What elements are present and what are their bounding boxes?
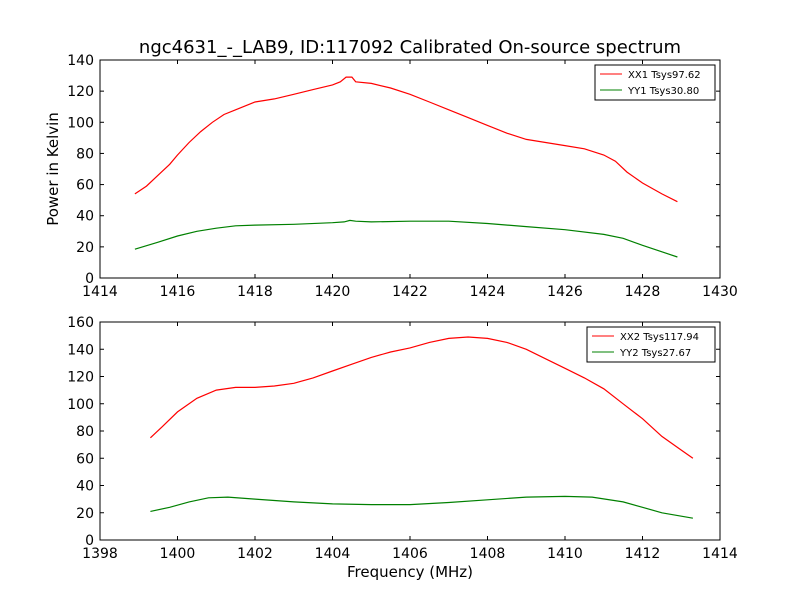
upper-panel: 1414 1416 1418 1420 1422 1424 1426 1428 1430 0 20 4… xyxy=(44,53,738,300)
upper-y-tick-label-2: 40 xyxy=(76,209,94,225)
upper-y-axis-label: Power in Kelvin xyxy=(44,112,62,226)
lower-series-line-1 xyxy=(150,495,694,519)
lower-x-tick-label-8: 1414 xyxy=(702,546,738,562)
lower-y-tick-label-5: 100 xyxy=(67,397,94,413)
upper-y-tick-label-6: 120 xyxy=(67,84,94,100)
x-axis-label: Frequency (MHz) xyxy=(347,563,473,581)
lower-series-group xyxy=(149,336,694,519)
upper-tick-group: 1414 1416 1418 1420 1422 1424 1426 1428 1430 0 20 4… xyxy=(67,53,738,300)
upper-x-tick-label-5: 1424 xyxy=(470,284,506,300)
lower-legend: XX2 Tsys117.94 YY2 Tsys27.67 xyxy=(586,326,716,363)
lower-x-tick-label-6: 1410 xyxy=(547,546,583,562)
lower-legend-label-yy2: YY2 Tsys27.67 xyxy=(619,348,691,359)
upper-x-tick-label-4: 1422 xyxy=(392,284,428,300)
upper-y-tick-label-4: 80 xyxy=(76,146,94,162)
upper-x-tick-label-2: 1418 xyxy=(237,284,273,300)
upper-legend-label-yy1: YY1 Tsys30.80 xyxy=(627,86,699,97)
lower-plot-frame xyxy=(99,321,721,541)
lower-legend-label-xx2: XX2 Tsys117.94 xyxy=(620,332,699,343)
upper-x-tick-label-6: 1426 xyxy=(547,284,583,300)
upper-series-line-0 xyxy=(134,76,678,203)
upper-x-tick-label-0: 1414 xyxy=(82,284,118,300)
upper-legend-label-xx1: XX1 Tsys97.62 xyxy=(628,70,701,81)
lower-x-tick-label-7: 1412 xyxy=(625,546,661,562)
upper-x-tick-label-3: 1420 xyxy=(315,284,351,300)
upper-y-tick-label-5: 100 xyxy=(67,115,94,131)
lower-y-tick-label-7: 140 xyxy=(67,342,94,358)
lower-tick-group: 1398 1400 1402 1404 1406 1408 1410 1412 1414 0 20 4… xyxy=(67,315,738,562)
lower-y-tick-label-1: 20 xyxy=(76,506,94,522)
upper-legend: XX1 Tsys97.62 YY1 Tsys30.80 xyxy=(594,64,716,101)
lower-x-tick-label-1: 1400 xyxy=(160,546,196,562)
lower-y-tick-label-4: 80 xyxy=(76,424,94,440)
chart-title: ngc4631_-_LAB9, ID:117092 Calibrated On-… xyxy=(139,37,681,58)
upper-y-tick-label-3: 60 xyxy=(76,178,94,194)
lower-panel: 1398 1400 1402 1404 1406 1408 1410 1412 1414 0 20 4… xyxy=(67,315,738,581)
lower-x-tick-label-4: 1406 xyxy=(392,546,428,562)
lower-series-line-0 xyxy=(149,336,694,459)
upper-series-group xyxy=(134,76,678,258)
upper-x-tick-label-7: 1428 xyxy=(625,284,661,300)
lower-x-tick-label-0: 1398 xyxy=(82,546,118,562)
lower-x-tick-label-2: 1402 xyxy=(237,546,273,562)
lower-legend-box xyxy=(586,326,716,363)
upper-plot-frame xyxy=(99,59,721,279)
lower-y-tick-label-2: 40 xyxy=(76,479,94,495)
lower-y-tick-label-6: 120 xyxy=(67,370,94,386)
upper-series-line-1 xyxy=(134,219,678,258)
upper-y-tick-label-7: 140 xyxy=(67,53,94,69)
lower-y-tick-label-3: 60 xyxy=(76,451,94,467)
lower-y-tick-label-8: 160 xyxy=(67,315,94,331)
upper-y-tick-label-0: 0 xyxy=(85,271,94,287)
upper-legend-box xyxy=(594,64,716,101)
lower-y-tick-label-0: 0 xyxy=(85,533,94,549)
lower-x-tick-label-5: 1408 xyxy=(470,546,506,562)
upper-x-tick-label-1: 1416 xyxy=(160,284,196,300)
upper-y-tick-label-1: 20 xyxy=(76,240,94,256)
upper-x-tick-label-8: 1430 xyxy=(702,284,738,300)
lower-x-tick-label-3: 1404 xyxy=(315,546,351,562)
